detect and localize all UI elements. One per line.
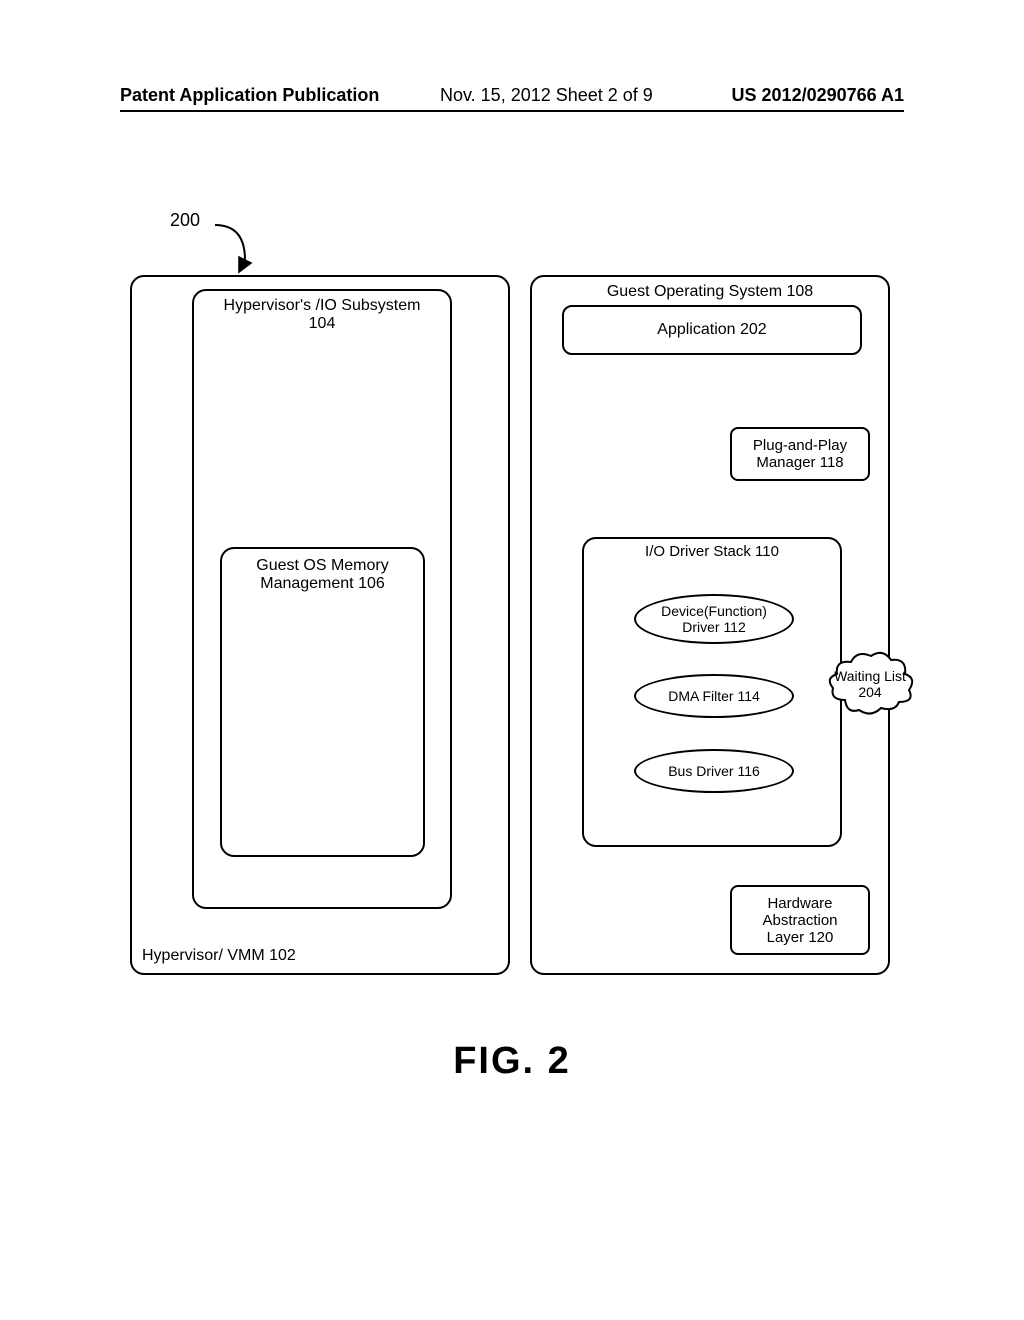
application-box: Application 202 — [562, 305, 862, 355]
bus-driver-ellipse: Bus Driver 116 — [634, 749, 794, 793]
waiting-list-cloud: Waiting List 204 — [825, 650, 915, 723]
dma-filter-label: DMA Filter 114 — [668, 688, 760, 704]
header-rule — [120, 110, 904, 112]
header-left: Patent Application Publication — [120, 85, 379, 106]
pnp-manager-box: Plug-and-Play Manager 118 — [730, 427, 870, 481]
io-driver-stack-title: I/O Driver Stack 110 — [584, 543, 840, 560]
device-driver-ellipse: Device(Function) Driver 112 — [634, 594, 794, 644]
hypervisor-container: Hypervisor's /IO Subsystem 104 Guest OS … — [130, 275, 510, 975]
pnp-manager-label: Plug-and-Play Manager 118 — [753, 437, 847, 471]
guest-os-memory-mgmt: Guest OS Memory Management 106 — [220, 547, 425, 857]
hypervisor-container-label: Hypervisor/ VMM 102 — [142, 947, 296, 965]
bus-driver-label: Bus Driver 116 — [668, 763, 760, 779]
guest-os-title: Guest Operating System 108 — [532, 283, 888, 301]
hal-box: Hardware Abstraction Layer 120 — [730, 885, 870, 955]
waiting-list-label: Waiting List 204 — [825, 668, 915, 700]
hal-label: Hardware Abstraction Layer 120 — [762, 895, 837, 946]
device-driver-label: Device(Function) Driver 112 — [661, 603, 767, 635]
page: Patent Application Publication Nov. 15, … — [0, 0, 1024, 1320]
dma-filter-ellipse: DMA Filter 114 — [634, 674, 794, 718]
application-label: Application 202 — [657, 321, 766, 339]
figure-caption: FIG. 2 — [0, 1040, 1024, 1083]
header-middle: Nov. 15, 2012 Sheet 2 of 9 — [440, 85, 653, 106]
header-right: US 2012/0290766 A1 — [732, 85, 904, 106]
guest-os-container: Guest Operating System 108 Application 2… — [530, 275, 890, 975]
diagram-canvas: 200 Hypervisor's /IO Su — [120, 220, 900, 980]
guest-os-memory-mgmt-label: Guest OS Memory Management 106 — [222, 557, 423, 593]
ref-label-200: 200 — [170, 210, 200, 231]
hypervisor-io-subsystem-label: Hypervisor's /IO Subsystem 104 — [194, 297, 450, 333]
io-driver-stack: I/O Driver Stack 110 Device(Function) Dr… — [582, 537, 842, 847]
